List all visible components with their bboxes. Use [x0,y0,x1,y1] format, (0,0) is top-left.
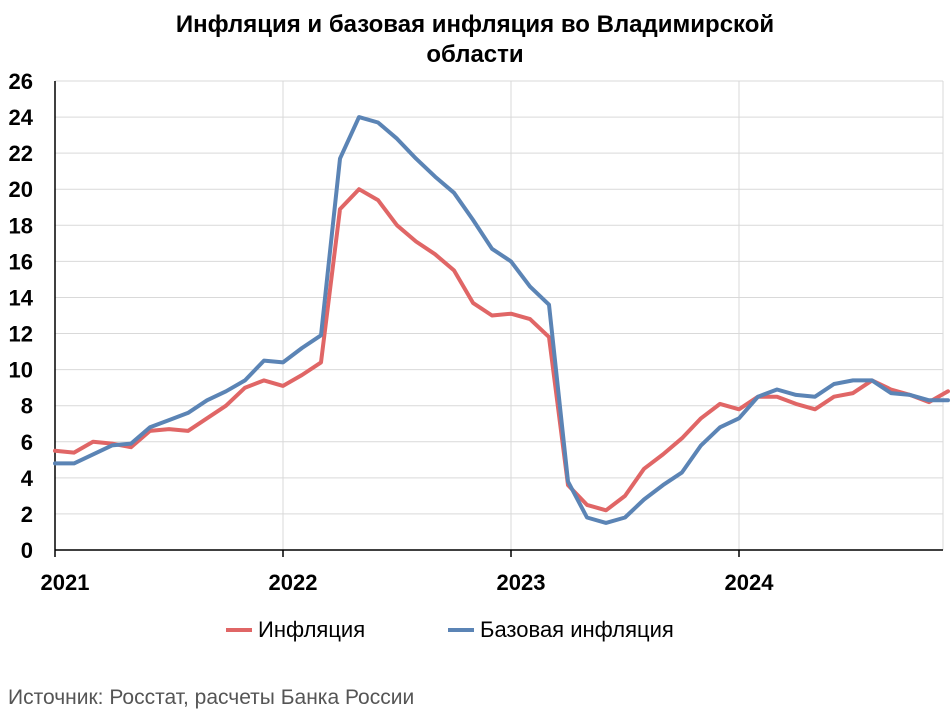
grid [54,80,944,550]
legend-swatch-inflation [226,628,252,632]
chart-title-line1: Инфляция и базовая инфляция во Владимирс… [175,11,775,38]
y-tick-label: 14 [9,285,34,310]
series-lines [53,115,950,525]
chart-title-line2: области [426,41,524,68]
y-tick-label: 16 [9,249,33,274]
chart-title: Инфляция и базовая инфляция во Владимирс… [0,10,950,70]
source-note: Источник: Росстат, расчеты Банка России [8,686,415,709]
x-tick-label: 2021 [41,570,90,595]
y-tick-label: 2 [21,502,33,527]
legend-item-core-inflation: Базовая инфляция [448,617,674,643]
y-tick-label: 26 [9,69,33,94]
y-tick-label: 8 [21,394,33,419]
x-tick-label: 2023 [497,570,546,595]
x-axis: 2021 2022 2023 2024 [41,549,943,595]
legend: Инфляция Базовая инфляция [0,617,950,647]
y-tick-label: 18 [9,213,33,238]
x-tick-label: 2022 [269,570,318,595]
y-tick-label: 4 [21,466,34,491]
x-tick-label: 2024 [725,570,775,595]
y-tick-label: 22 [9,141,33,166]
legend-swatch-core-inflation [448,628,474,632]
legend-label-core-inflation: Базовая инфляция [480,617,674,642]
legend-item-inflation: Инфляция [226,617,365,643]
y-tick-label: 20 [9,177,33,202]
y-tick-label: 12 [9,322,33,347]
series-line-inflation [53,187,950,513]
y-tick-label: 0 [21,538,33,563]
y-tick-label: 6 [21,430,33,455]
legend-label-inflation: Инфляция [258,617,366,642]
series-line-core-inflation [53,115,950,525]
y-tick-label: 24 [9,105,34,130]
y-tick-label: 10 [9,358,33,383]
